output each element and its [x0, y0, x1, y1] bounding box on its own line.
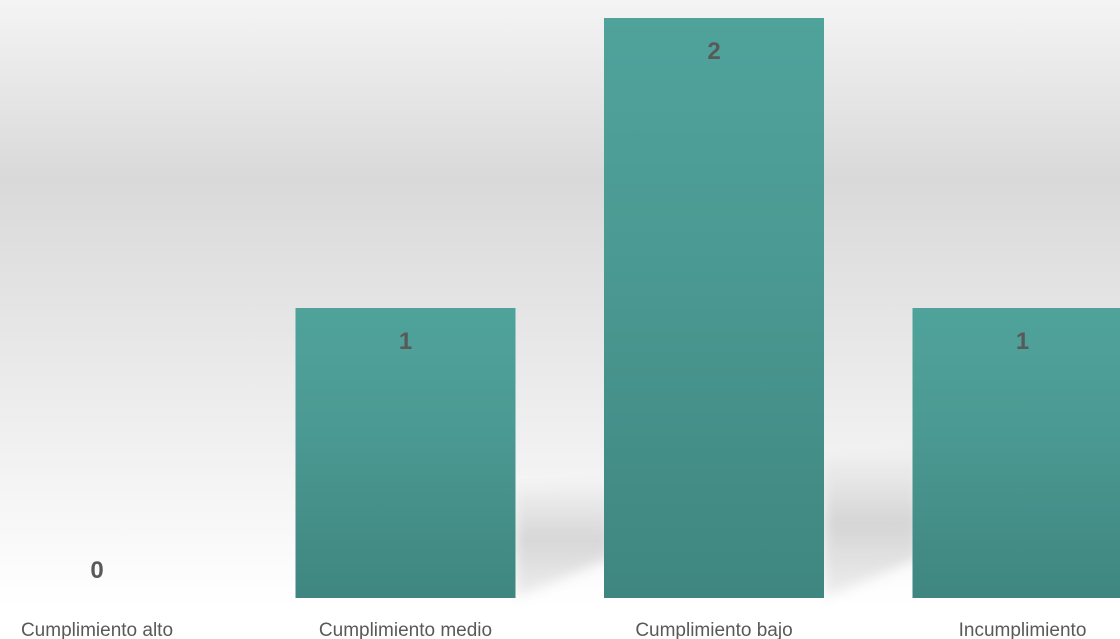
bar-shadows — [515, 450, 919, 598]
category-axis-labels: Cumplimiento alto Cumplimiento medio Cumpl… — [21, 620, 1086, 639]
bar-incumplimiento — [912, 308, 1120, 598]
bars — [295, 18, 1120, 598]
tick-label-cumplimiento-bajo: Cumplimiento bajo — [635, 620, 792, 639]
data-label-cumplimiento-medio: 1 — [399, 328, 412, 355]
bar-cumplimiento-bajo — [604, 18, 824, 598]
data-labels: 0 1 2 1 — [90, 38, 1029, 584]
bar-cumplimiento-medio — [295, 308, 516, 598]
tick-label-cumplimiento-medio: Cumplimiento medio — [319, 620, 492, 639]
tick-label-incumplimiento: Incumplimiento — [959, 620, 1087, 639]
bar-shadow-cumplimiento-bajo — [824, 450, 919, 598]
data-label-cumplimiento-alto: 0 — [90, 557, 103, 584]
tick-label-cumplimiento-alto: Cumplimiento alto — [21, 620, 173, 639]
bar-shadow-cumplimiento-medio — [515, 479, 611, 598]
data-label-cumplimiento-bajo: 2 — [707, 38, 720, 65]
data-label-incumplimiento: 1 — [1016, 328, 1029, 355]
